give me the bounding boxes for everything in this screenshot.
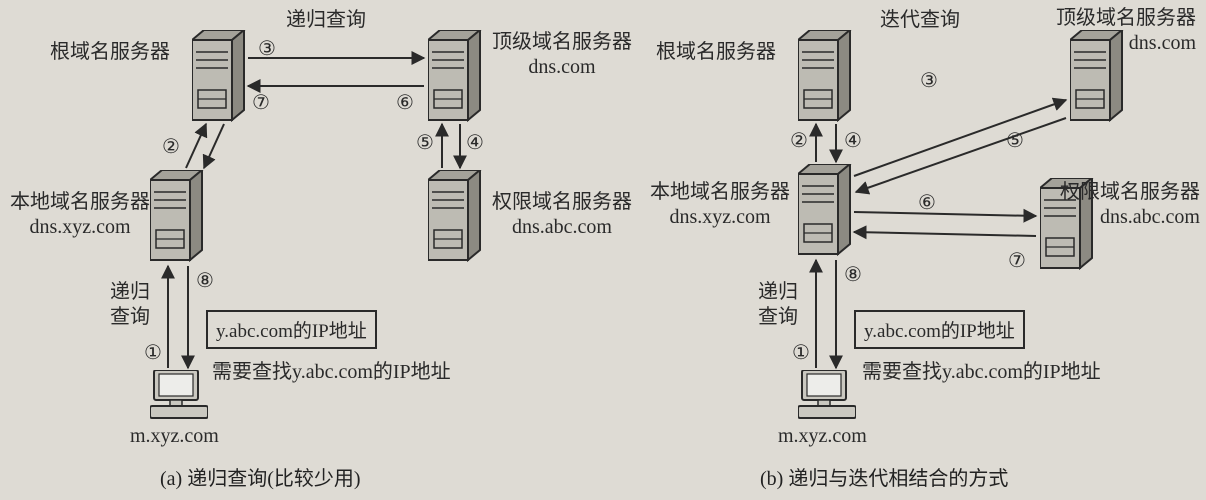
- label-line: dns.com: [528, 56, 595, 78]
- label-tld-a: 顶级域名服务器 dns.com: [492, 30, 632, 80]
- step-num: ⑥: [396, 90, 414, 115]
- step-num: ③: [258, 36, 276, 61]
- step-num: ①: [144, 340, 162, 365]
- ip-box-a: y.abc.com的IP地址: [206, 310, 377, 349]
- label-tld-b: 顶级域名服务器 dns.com: [1006, 6, 1196, 56]
- step-num: ③: [920, 68, 938, 93]
- step-num: ⑤: [416, 130, 434, 155]
- label-host-a: m.xyz.com: [130, 424, 219, 449]
- label-query-b: 递归 查询: [758, 280, 798, 330]
- caption-b: (b) 递归与迭代相结合的方式: [760, 462, 1008, 491]
- label-root-a: 根域名服务器: [50, 40, 170, 65]
- server-icon: [150, 170, 204, 262]
- label-line: 权限域名服务器: [492, 191, 632, 213]
- label-root-b: 根域名服务器: [656, 40, 776, 65]
- ip-box-b: y.abc.com的IP地址: [854, 310, 1025, 349]
- server-icon: [192, 30, 246, 122]
- label-local-a: 本地域名服务器 dns.xyz.com: [10, 190, 150, 240]
- need-text-b: 需要查找y.abc.com的IP地址: [862, 360, 1101, 385]
- label-line: dns.xyz.com: [669, 206, 770, 228]
- step-num: ⑤: [1006, 128, 1024, 153]
- label-auth-a: 权限域名服务器 dns.abc.com: [492, 190, 632, 240]
- step-num: ②: [162, 134, 180, 159]
- step-num: ⑦: [252, 90, 270, 115]
- label-line: 本地域名服务器: [10, 191, 150, 213]
- label-line: 查询: [110, 306, 150, 328]
- label-host-b: m.xyz.com: [778, 424, 867, 449]
- server-icon: [798, 164, 852, 256]
- label-line: 递归: [110, 281, 150, 303]
- label-auth-b: 权限域名服务器 dns.abc.com: [1060, 180, 1200, 230]
- label-local-b: 本地域名服务器 dns.xyz.com: [650, 180, 790, 230]
- server-icon: [798, 30, 852, 122]
- label-line: dns.xyz.com: [29, 216, 130, 238]
- step-num: ⑥: [918, 190, 936, 215]
- pc-icon: [150, 370, 208, 420]
- diagram-canvas: 递归查询 根域名服务器 顶级域名服务器 dns.com 权限域名服务器 dns.…: [0, 0, 1206, 500]
- step-num: ②: [790, 128, 808, 153]
- step-num: ⑦: [1008, 248, 1026, 273]
- step-num: ⑧: [196, 268, 214, 293]
- step-num: ④: [844, 128, 862, 153]
- title-iterative: 迭代查询: [880, 8, 960, 33]
- step-num: ④: [466, 130, 484, 155]
- label-line: dns.abc.com: [1100, 206, 1200, 228]
- step-num: ①: [792, 340, 810, 365]
- label-line: 顶级域名服务器: [1056, 7, 1196, 29]
- label-line: 顶级域名服务器: [492, 31, 632, 53]
- need-text-a: 需要查找y.abc.com的IP地址: [212, 360, 451, 385]
- label-line: 权限域名服务器: [1060, 181, 1200, 203]
- title-recursive: 递归查询: [286, 8, 366, 33]
- server-icon: [428, 30, 482, 122]
- label-line: dns.abc.com: [512, 216, 612, 238]
- label-query-a: 递归 查询: [110, 280, 150, 330]
- caption-a: (a) 递归查询(比较少用): [160, 462, 361, 491]
- label-line: dns.com: [1129, 32, 1196, 54]
- label-line: 递归: [758, 281, 798, 303]
- label-line: 本地域名服务器: [650, 181, 790, 203]
- label-line: 查询: [758, 306, 798, 328]
- step-num: ⑧: [844, 262, 862, 287]
- server-icon: [428, 170, 482, 262]
- pc-icon: [798, 370, 856, 420]
